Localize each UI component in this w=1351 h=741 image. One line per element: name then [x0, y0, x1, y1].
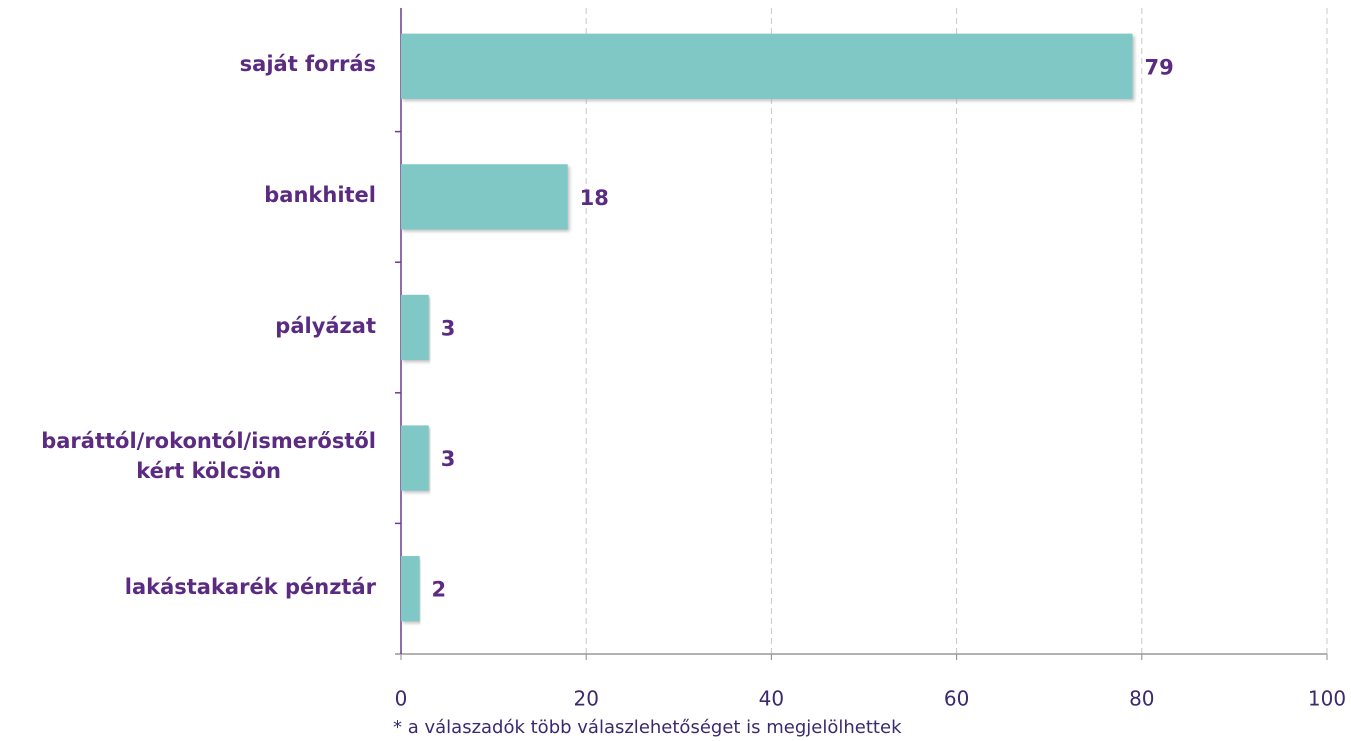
value-label: 2	[432, 578, 447, 602]
bar	[401, 425, 429, 491]
x-tick-label: 40	[759, 687, 784, 711]
bar	[401, 556, 420, 622]
category-label: saját forrás	[239, 52, 376, 77]
bar	[401, 164, 568, 230]
category-label: baráttól/rokontól/ismerőstől kért kölcsö…	[41, 429, 376, 484]
value-label: 79	[1145, 55, 1174, 79]
x-tick-label: 60	[944, 687, 969, 711]
footnote: * a válaszadók több válaszlehetőséget is…	[393, 717, 902, 738]
bar	[401, 294, 429, 361]
bar	[401, 33, 1133, 99]
value-label: 3	[441, 447, 456, 471]
x-tick-label: 0	[395, 687, 408, 711]
x-tick-label: 80	[1129, 687, 1154, 711]
x-tick-label: 20	[573, 687, 598, 711]
category-label: lakástakarék pénztár	[124, 574, 376, 599]
category-label: bankhitel	[264, 182, 376, 207]
category-label: pályázat	[275, 313, 376, 338]
x-tick-label: 100	[1308, 687, 1346, 711]
value-label: 3	[441, 317, 456, 341]
value-label: 18	[580, 186, 609, 210]
